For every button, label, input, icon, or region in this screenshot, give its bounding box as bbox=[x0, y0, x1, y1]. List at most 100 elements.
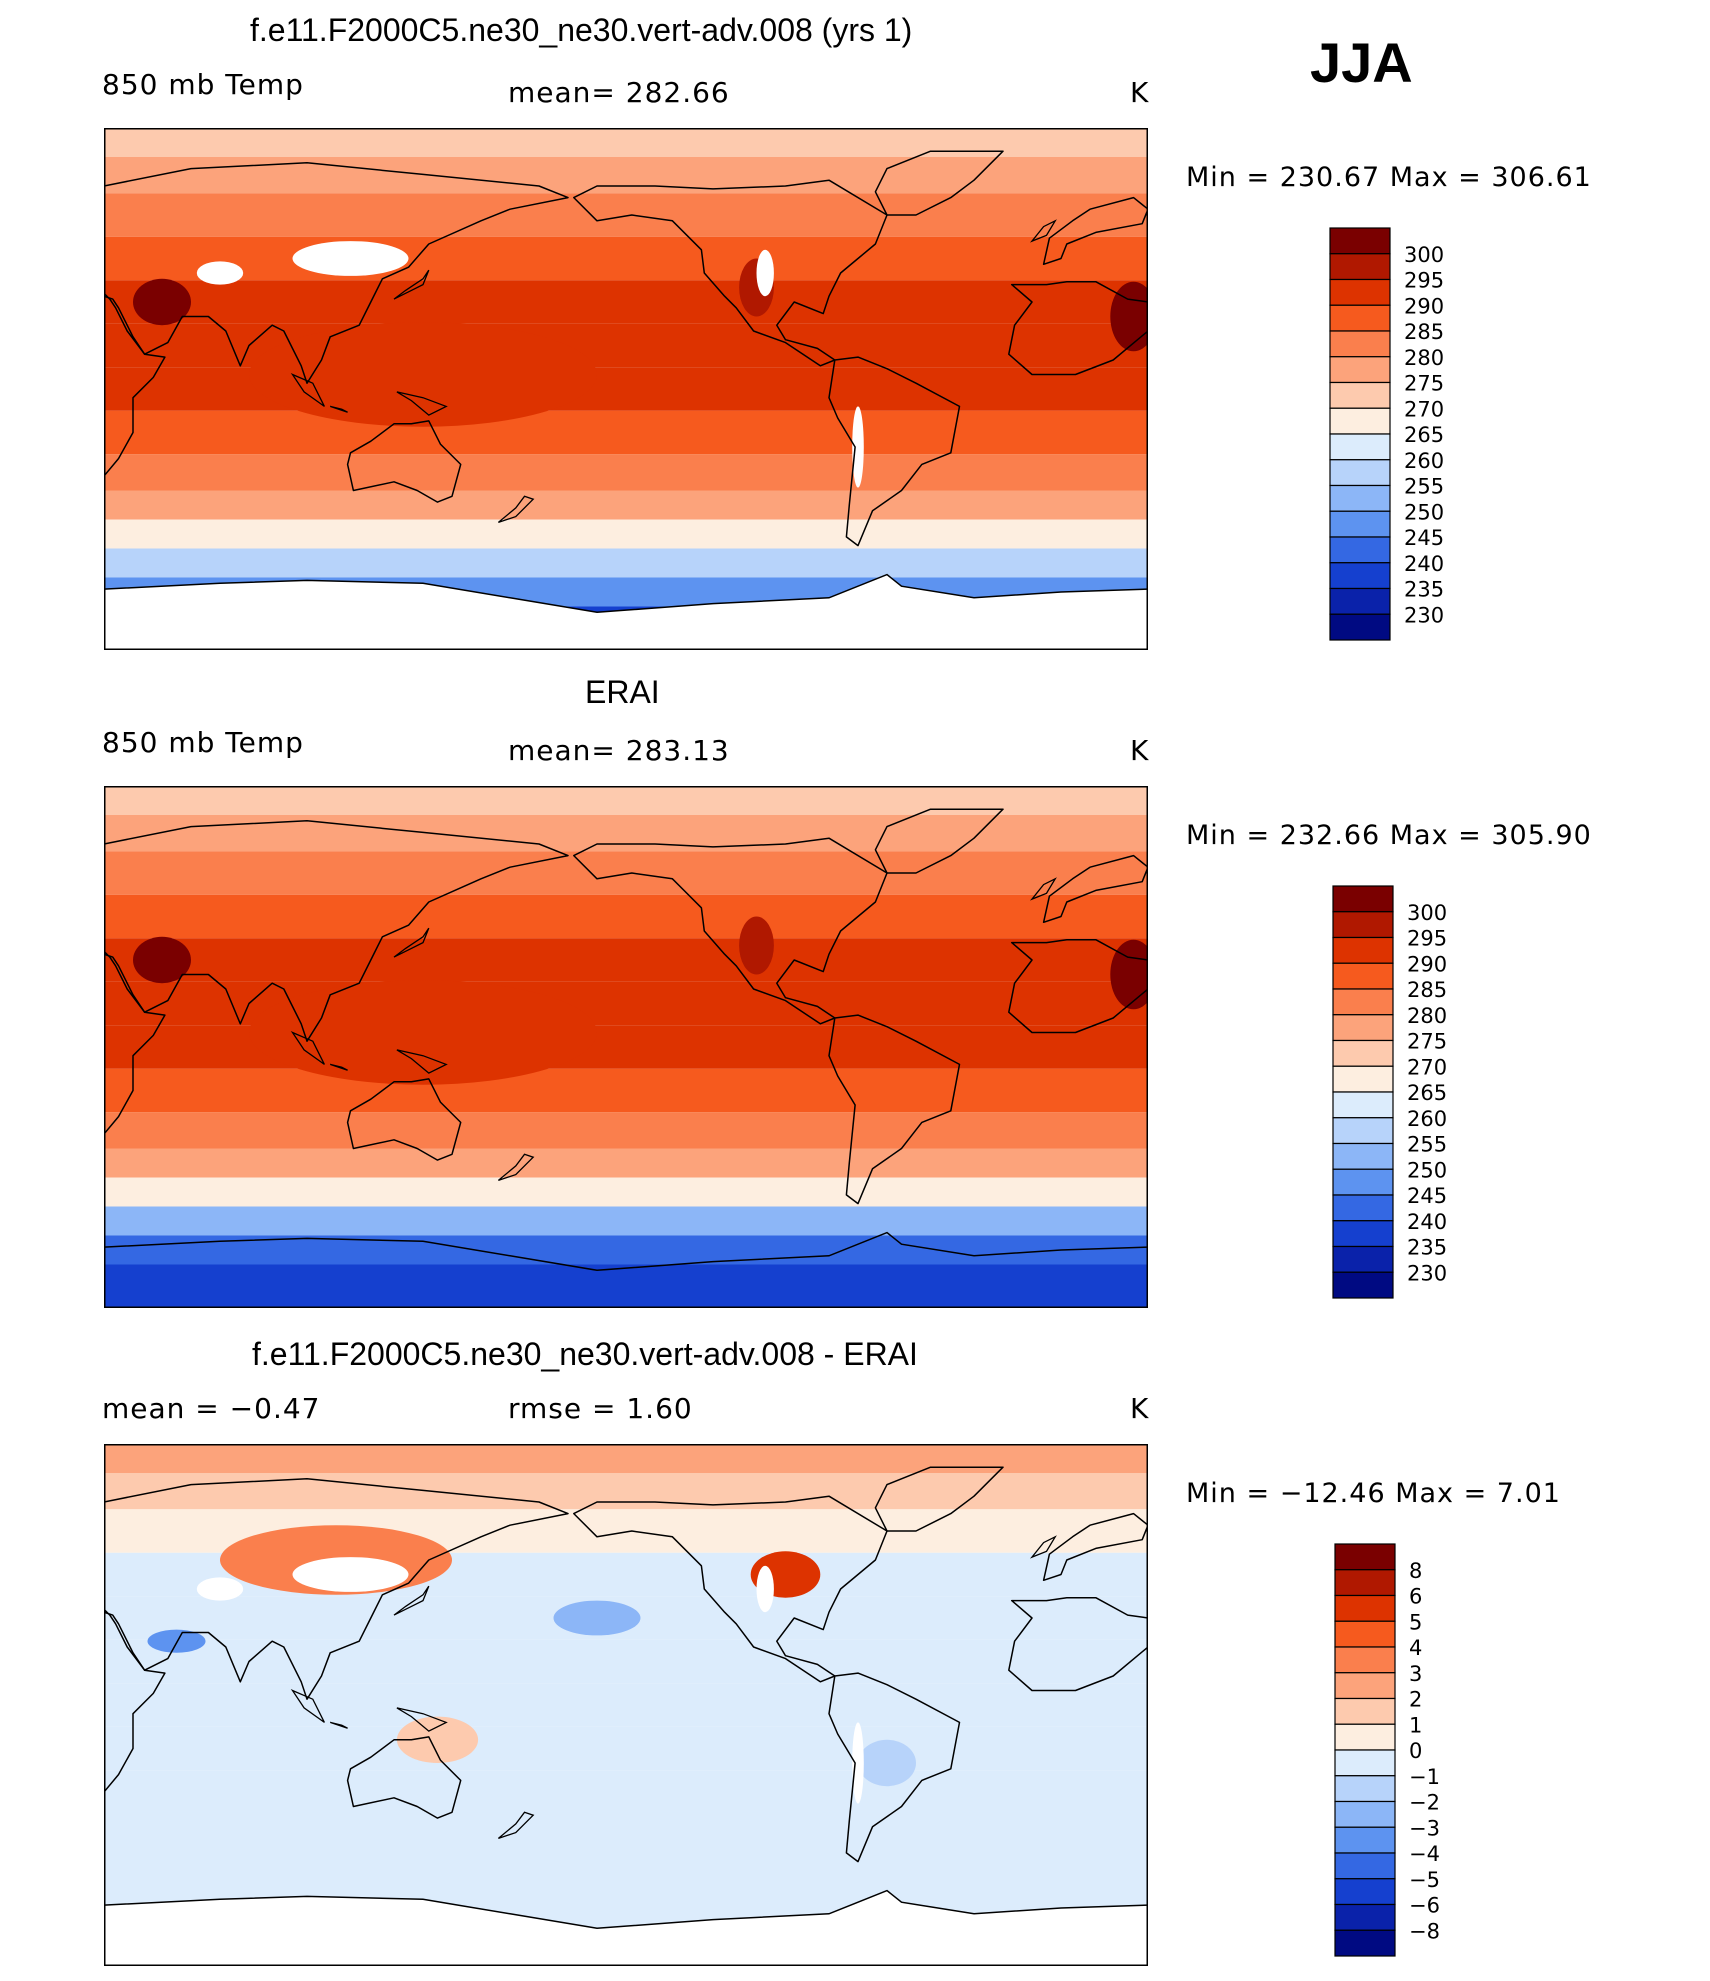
masked-region bbox=[196, 261, 244, 285]
masked-region bbox=[292, 1557, 409, 1592]
colorbar-swatch bbox=[1332, 1168, 1394, 1196]
coastline bbox=[573, 1495, 888, 1683]
island-coastline bbox=[396, 1049, 448, 1074]
island-coastline bbox=[1029, 877, 1057, 901]
panel-3-colorbar: 8 6 5 4 3 2 1 0 −1 −2 −3 −4 −5 −6 −8 bbox=[1334, 1543, 1495, 1957]
coastline bbox=[874, 1466, 1004, 1532]
panel-1-map bbox=[104, 128, 1148, 650]
antarctica-mask bbox=[104, 574, 1148, 650]
panel-1-units-label: K bbox=[1130, 76, 1150, 109]
colorbar-swatch bbox=[1334, 1646, 1396, 1674]
colorbar-tick-label: 290 bbox=[1404, 294, 1444, 318]
colorbar-tick-label: 230 bbox=[1407, 1261, 1447, 1285]
colorbar-swatch bbox=[1334, 1620, 1396, 1648]
lat-band bbox=[104, 1264, 1148, 1308]
panel-1-title: f.e11.F2000C5.ne30_ne30.vert-adv.008 (yr… bbox=[250, 12, 913, 48]
panel-2-mean-label: mean= 283.13 bbox=[508, 734, 730, 767]
colorbar-tick-label: 235 bbox=[1404, 578, 1444, 602]
lat-band bbox=[104, 1473, 1148, 1510]
colorbar-swatch bbox=[1332, 1194, 1394, 1222]
island-coastline bbox=[1029, 219, 1057, 243]
panel-2-units-label: K bbox=[1130, 734, 1150, 767]
antarctica-mask bbox=[104, 1890, 1148, 1966]
antarctica-coastline bbox=[104, 1889, 1148, 1930]
coastline bbox=[874, 808, 1004, 874]
island-coastline bbox=[329, 405, 348, 413]
panel-2-title: ERAI bbox=[585, 674, 660, 710]
panel-2-colorbar-svg: 3002952902852802752702652602552502452402… bbox=[1332, 885, 1447, 1299]
colorbar-swatch bbox=[1334, 1852, 1396, 1880]
colorbar-swatch bbox=[1332, 1039, 1394, 1067]
colorbar-swatch bbox=[1334, 1775, 1396, 1803]
island-coastline bbox=[396, 391, 448, 416]
lat-band bbox=[104, 519, 1148, 549]
lat-band bbox=[104, 1639, 1148, 1684]
field-anomaly bbox=[249, 980, 597, 1085]
map-frame bbox=[104, 128, 1148, 650]
colorbar-tick-label: 5 bbox=[1409, 1610, 1422, 1634]
island-coastline bbox=[393, 269, 430, 300]
colorbar-tick-label: −6 bbox=[1409, 1894, 1440, 1918]
colorbar-tick-label: 250 bbox=[1407, 1158, 1447, 1182]
colorbar-tick-label: 270 bbox=[1404, 397, 1444, 421]
panel-1-map-svg bbox=[104, 128, 1148, 650]
island-coastline bbox=[393, 1585, 430, 1616]
masked-region bbox=[292, 241, 409, 276]
field-anomaly bbox=[133, 278, 191, 326]
field-anomaly bbox=[249, 322, 597, 427]
colorbar-tick-label: 260 bbox=[1407, 1107, 1447, 1131]
lat-band bbox=[104, 938, 1148, 982]
colorbar-swatch bbox=[1329, 459, 1391, 487]
island-coastline bbox=[290, 373, 325, 407]
colorbar-swatch bbox=[1329, 253, 1391, 281]
coastline bbox=[1008, 1596, 1148, 1692]
colorbar-tick-label: −2 bbox=[1409, 1791, 1440, 1815]
colorbar-swatch bbox=[1334, 1543, 1396, 1571]
colorbar-tick-label: −4 bbox=[1409, 1842, 1440, 1866]
colorbar-tick-label: 245 bbox=[1404, 526, 1444, 550]
coastline bbox=[1042, 196, 1148, 266]
panel-3-title: f.e11.F2000C5.ne30_ne30.vert-adv.008 - E… bbox=[252, 1336, 918, 1372]
island-coastline bbox=[329, 1063, 348, 1071]
colorbar-swatch bbox=[1329, 227, 1391, 255]
lat-band bbox=[104, 490, 1148, 520]
lat-band bbox=[104, 128, 1148, 157]
lat-band bbox=[104, 786, 1148, 815]
colorbar-swatch bbox=[1329, 536, 1391, 564]
field-anomaly bbox=[1110, 281, 1148, 352]
panel-1-colorbar: 300 295 290 285 280 275 270 265 260 255 250 245 240 2… bbox=[1329, 227, 1490, 641]
colorbar-tick-label: 245 bbox=[1407, 1184, 1447, 1208]
field-anomaly bbox=[858, 1739, 916, 1787]
masked-region bbox=[756, 1565, 774, 1613]
lat-band bbox=[104, 894, 1148, 939]
field-anomaly bbox=[1110, 939, 1148, 1010]
colorbar-swatch bbox=[1334, 1723, 1396, 1751]
colorbar-swatch bbox=[1334, 1929, 1396, 1957]
colorbar-tick-label: 295 bbox=[1404, 269, 1444, 293]
antarctica-coastline bbox=[104, 1231, 1148, 1272]
colorbar-swatch bbox=[1332, 1220, 1394, 1248]
panel-2-map-svg bbox=[104, 786, 1148, 1308]
coastline bbox=[1042, 854, 1148, 924]
coastline bbox=[1008, 938, 1148, 1034]
colorbar-swatch bbox=[1334, 1569, 1396, 1597]
masked-region bbox=[756, 249, 774, 297]
colorbar-swatch bbox=[1332, 1091, 1394, 1119]
lat-band bbox=[104, 454, 1148, 491]
panel-2-minmax: Min = 232.66 Max = 305.90 bbox=[1186, 820, 1592, 851]
field-anomaly bbox=[396, 1716, 479, 1763]
panel-3-rmse-label: rmse = 1.60 bbox=[508, 1392, 693, 1425]
colorbar-swatch bbox=[1329, 407, 1391, 435]
colorbar-swatch bbox=[1332, 1142, 1394, 1170]
colorbar-tick-label: 295 bbox=[1407, 927, 1447, 951]
colorbar-tick-label: −1 bbox=[1409, 1765, 1440, 1789]
coastline bbox=[573, 179, 888, 367]
colorbar-tick-label: 280 bbox=[1407, 1004, 1447, 1028]
colorbar-swatch bbox=[1329, 330, 1391, 358]
colorbar-swatch bbox=[1334, 1594, 1396, 1622]
lat-band bbox=[104, 815, 1148, 852]
field-anomaly bbox=[133, 936, 191, 984]
colorbar-tick-label: 3 bbox=[1409, 1662, 1422, 1686]
field-anomaly bbox=[739, 916, 774, 975]
